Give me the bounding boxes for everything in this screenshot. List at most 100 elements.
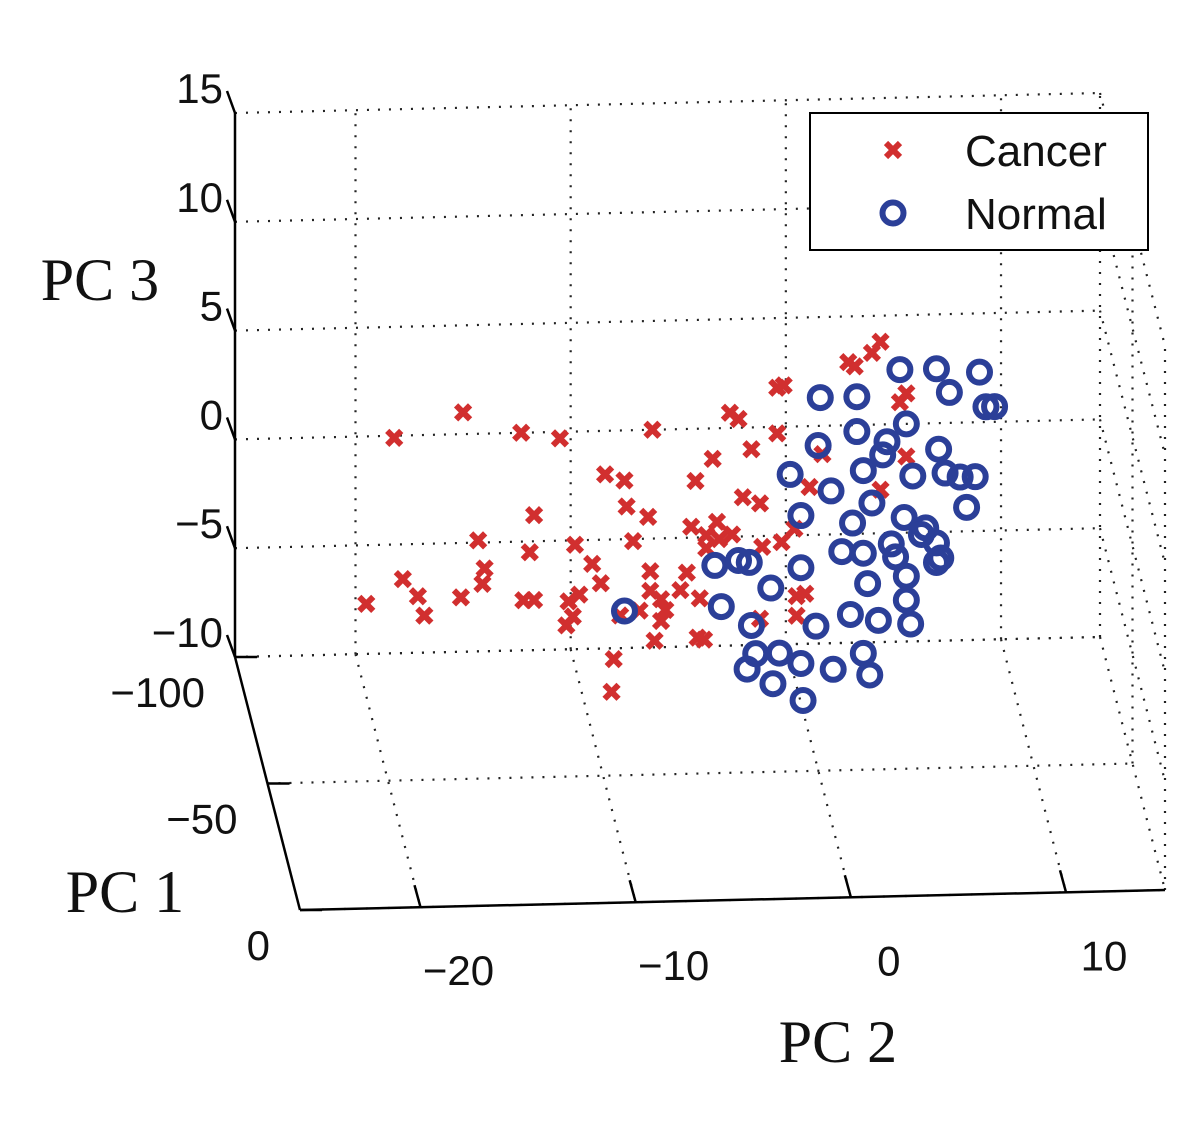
cross-marker (595, 465, 615, 484)
circle-marker (806, 384, 834, 412)
cross-marker (883, 140, 903, 160)
cross-marker (750, 494, 770, 513)
circle-marker (757, 574, 785, 602)
x-axis-line (299, 888, 1166, 912)
cross-marker (591, 574, 610, 593)
legend: Cancer Normal (809, 112, 1149, 251)
y-tick-label: −10 (152, 609, 223, 656)
y-tick-label: −5 (175, 500, 223, 547)
cross-marker (385, 428, 404, 448)
y-tick-label: 0 (200, 391, 223, 438)
x-tick (628, 879, 637, 903)
circle-marker (725, 546, 753, 574)
y-tick-label: 5 (200, 283, 223, 330)
cross-marker (686, 471, 705, 491)
cross-marker (651, 590, 671, 609)
x-tick-label: 0 (877, 937, 900, 984)
circle-marker (843, 418, 871, 446)
cross-marker (720, 403, 740, 422)
circle-marker (787, 502, 815, 530)
circle-marker (966, 358, 994, 386)
cross-marker (550, 429, 570, 448)
grid-line (234, 527, 1101, 550)
circle-marker (925, 435, 953, 463)
cross-marker (623, 532, 643, 551)
circle-marker (856, 661, 884, 689)
cross-marker (475, 559, 494, 578)
grid-line (234, 309, 1101, 332)
cross-marker (651, 611, 671, 631)
circle-marker (802, 612, 830, 640)
y-axis-title: PC 3 (41, 247, 159, 313)
cross-marker (897, 447, 916, 466)
circle-marker (789, 686, 817, 714)
circle-marker (707, 593, 735, 621)
circle-marker (817, 477, 845, 505)
circle-marker (899, 462, 927, 490)
cross-marker (512, 423, 531, 442)
circle-marker (879, 199, 907, 227)
circle-marker (892, 562, 920, 590)
cross-marker (690, 589, 709, 608)
cross-marker (645, 631, 664, 650)
legend-label: Normal (965, 190, 1107, 239)
cross-marker (656, 600, 675, 620)
circle-marker (882, 543, 910, 571)
circle-marker (953, 493, 981, 521)
circle-marker (897, 610, 925, 638)
circle-marker (849, 639, 877, 667)
cross-marker (862, 343, 882, 362)
circle-marker (819, 655, 847, 683)
circle-marker (869, 441, 897, 469)
cross-marker (451, 588, 471, 607)
grid-line (1098, 527, 1167, 782)
cross-marker (845, 357, 864, 376)
grid-line (234, 91, 1101, 115)
z-tick-label: −50 (166, 796, 237, 843)
cross-marker (615, 471, 634, 490)
cross-marker (787, 587, 806, 606)
circle-marker (877, 530, 905, 558)
cross-marker (565, 535, 585, 554)
cross-marker (408, 587, 428, 606)
circle-marker (843, 383, 871, 411)
circle-marker (701, 551, 729, 579)
circle-marker (892, 586, 920, 614)
circle-marker (836, 600, 864, 628)
grid-line (267, 762, 1133, 785)
cross-marker (524, 590, 544, 610)
cross-marker (641, 562, 660, 581)
legend-box (809, 112, 1149, 251)
circle-marker (864, 606, 892, 634)
cross-marker (682, 517, 701, 536)
cross-marker (524, 506, 544, 525)
cross-marker (453, 403, 473, 422)
cross-marker (772, 532, 791, 552)
cross-marker (617, 497, 636, 516)
cross-marker (890, 393, 910, 412)
y-tick (225, 308, 237, 332)
cross-marker (570, 585, 589, 604)
circle-marker (849, 539, 877, 567)
x-tick-label: −20 (423, 947, 494, 994)
cross-marker (768, 424, 787, 443)
cross-marker (722, 525, 742, 544)
grid-line (234, 418, 1101, 441)
cross-marker (677, 563, 696, 582)
cross-marker (742, 440, 761, 459)
cross-marker (694, 630, 714, 649)
circle-marker (854, 570, 882, 598)
circle-marker (776, 460, 804, 488)
x-axis-title: PC 2 (779, 1009, 897, 1075)
grid-line (1098, 310, 1167, 564)
z-tick-label: −100 (110, 669, 205, 716)
points (357, 216, 1034, 714)
cross-marker (520, 543, 539, 562)
circle-marker (931, 459, 959, 487)
cross-marker (583, 554, 602, 573)
cross-marker (563, 607, 582, 626)
y-tick-label: 15 (176, 65, 223, 112)
y-tick (225, 199, 237, 223)
